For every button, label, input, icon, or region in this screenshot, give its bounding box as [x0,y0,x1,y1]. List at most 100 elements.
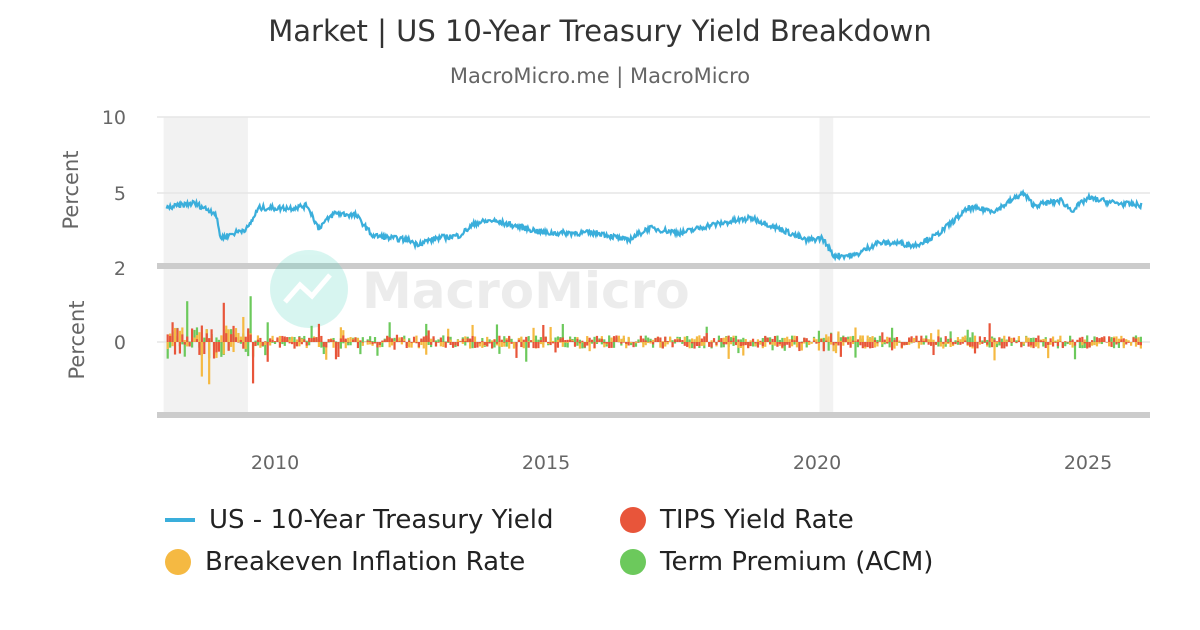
bar-term-premium-acm- [590,342,594,344]
bar-breakeven-inflation-rate [830,342,833,345]
bar-breakeven-inflation-rate [366,342,369,345]
bar-breakeven-inflation-rate [947,342,950,344]
bar-tips-yield-rate [1103,336,1106,342]
bar-tips-yield-rate [210,329,213,342]
bar-tips-yield-rate [964,340,967,342]
bar-term-premium-acm- [1086,335,1089,342]
bar-term-premium-acm- [734,335,738,342]
bar-breakeven-inflation-rate [473,336,477,342]
bar-tips-yield-rate [849,342,852,348]
bar-tips-yield-rate [256,339,260,342]
watermark-text: MacroMicro [362,262,690,320]
bar-tips-yield-rate [683,342,686,346]
bar-tips-yield-rate [230,334,233,342]
legend-item-breakeven[interactable]: Breakeven Inflation Rate [165,547,525,577]
bar-term-premium-acm- [193,329,196,342]
bar-tips-yield-rate [1115,342,1118,345]
bar-tips-yield-rate [883,339,886,342]
bar-tips-yield-rate [764,335,767,342]
bar-tips-yield-rate [678,339,681,342]
bar-breakeven-inflation-rate [881,342,884,345]
bar-term-premium-acm- [320,342,323,348]
bar-breakeven-inflation-rate [737,342,740,348]
bar-tips-yield-rate [1139,342,1142,346]
bar-breakeven-inflation-rate [1056,339,1060,342]
bar-tips-yield-rate [1020,342,1023,348]
bar-breakeven-inflation-rate [788,339,791,342]
bar-tips-yield-rate [337,342,340,357]
bar-breakeven-inflation-rate [749,340,752,342]
legend-marker [620,549,646,575]
bar-breakeven-inflation-rate [786,336,789,342]
bar-tips-yield-rate [1122,338,1125,342]
bar-tips-yield-rate [1078,337,1081,342]
bar-breakeven-inflation-rate [839,340,842,342]
bar-breakeven-inflation-rate [625,342,628,349]
bar-tips-yield-rate [564,340,567,342]
bar-tips-yield-rate [776,342,779,347]
bar-tips-yield-rate [969,342,972,347]
bar-term-premium-acm- [673,342,677,344]
bar-term-premium-acm- [539,337,542,342]
bar-tips-yield-rate [761,342,764,347]
bar-term-premium-acm- [388,322,391,342]
bar-tips-yield-rate [890,342,894,351]
bar-breakeven-inflation-rate [403,338,406,342]
bar-tips-yield-rate [244,336,247,342]
bar-breakeven-inflation-rate [642,342,645,348]
bar-term-premium-acm- [1100,342,1103,345]
bar-breakeven-inflation-rate [730,342,733,345]
bar-tips-yield-rate [1034,337,1038,342]
bar-tips-yield-rate [954,342,957,345]
bar-tips-yield-rate [644,340,647,342]
bar-tips-yield-rate [1069,340,1072,342]
x-tick-label: 2025 [1064,452,1112,474]
bar-term-premium-acm- [381,342,384,348]
bar-term-premium-acm- [271,342,274,343]
bar-tips-yield-rate [354,337,357,342]
bar-breakeven-inflation-rate [603,342,606,348]
bar-breakeven-inflation-rate [664,342,667,347]
bar-breakeven-inflation-rate [244,342,247,349]
bar-breakeven-inflation-rate [644,342,647,346]
bar-tips-yield-rate [842,336,845,342]
bar-term-premium-acm- [169,342,172,348]
bar-tips-yield-rate [639,335,642,342]
bar-tips-yield-rate [830,333,833,342]
bar-breakeven-inflation-rate [754,342,757,346]
x-tick-label: 2020 [793,452,841,474]
bar-breakeven-inflation-rate [388,342,391,348]
bar-term-premium-acm- [373,337,377,342]
bar-tips-yield-rate [1105,342,1108,343]
bar-term-premium-acm- [369,336,372,342]
bar-tips-yield-rate [581,340,584,342]
bar-breakeven-inflation-rate [620,338,623,342]
bar-term-premium-acm- [376,342,379,356]
bar-tips-yield-rate [861,342,864,349]
bar-tips-yield-rate [1015,342,1018,344]
bar-tips-yield-rate [759,340,762,342]
legend-item-yield[interactable]: US - 10-Year Treasury Yield [165,505,554,535]
bar-tips-yield-rate [544,336,547,342]
bar-tips-yield-rate [632,342,635,348]
bar-breakeven-inflation-rate [234,328,238,342]
bar-term-premium-acm- [1093,336,1096,342]
bar-breakeven-inflation-rate [995,342,999,344]
bar-tips-yield-rate [961,342,964,344]
bar-term-premium-acm- [949,331,952,342]
bar-tips-yield-rate [1064,341,1067,342]
bar-breakeven-inflation-rate [242,316,245,342]
bar-term-premium-acm- [769,337,772,342]
bar-breakeven-inflation-rate [193,337,196,342]
legend-item-term-premium[interactable]: Term Premium (ACM) [620,547,933,577]
bar-term-premium-acm- [856,342,860,348]
bar-tips-yield-rate [1003,342,1006,349]
bar-tips-yield-rate [705,333,708,342]
bar-term-premium-acm- [215,337,218,342]
bar-term-premium-acm- [488,339,491,342]
bar-tips-yield-rate [403,341,406,342]
legend-item-tips[interactable]: TIPS Yield Rate [620,505,854,535]
bar-tips-yield-rate [583,342,586,348]
bar-tips-yield-rate [559,338,562,342]
